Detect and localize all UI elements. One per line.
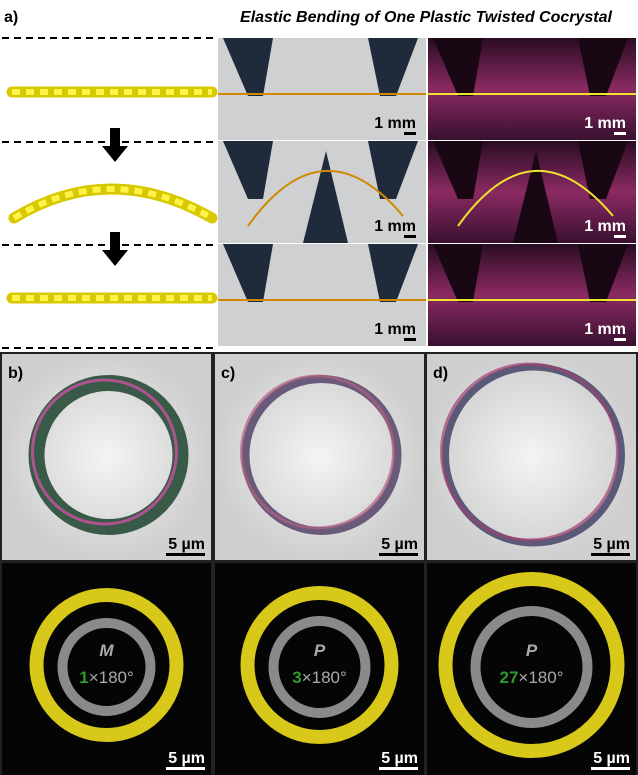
scale-bar-label: 5 µm — [593, 536, 630, 553]
scale-bar-label: 1 mm — [584, 218, 626, 235]
scale-bar-label: 5 µm — [381, 536, 418, 553]
scale-bar — [591, 767, 630, 770]
micrograph — [427, 354, 636, 560]
scale-bar-label: 5 µm — [593, 750, 630, 767]
twist-unit: ×180° — [302, 668, 347, 687]
scale-bar-label: 5 µm — [168, 536, 205, 553]
scale-bar — [166, 767, 205, 770]
twist-unit: ×180° — [89, 668, 134, 687]
panel-title: Elastic Bending of One Plastic Twisted C… — [240, 9, 613, 26]
scale-bar — [404, 338, 416, 341]
twist-count: 3×180° — [292, 668, 347, 687]
handedness: P — [314, 641, 326, 660]
scale-bar-label: 1 mm — [374, 321, 416, 338]
scale-bar — [404, 132, 416, 135]
figure: a) Elastic Bending of One Plastic Twiste… — [0, 0, 638, 775]
panel-label: a) — [4, 9, 18, 26]
scale-bar — [379, 553, 418, 556]
panel-label: b) — [8, 365, 23, 382]
scale-bar — [404, 235, 416, 238]
twist-number: 3 — [292, 668, 301, 687]
scale-bar — [166, 553, 205, 556]
scale-bar-label: 1 mm — [584, 115, 626, 132]
scale-bar — [379, 767, 418, 770]
scale-bar-label: 5 µm — [381, 750, 418, 767]
scale-bar — [614, 132, 626, 135]
scale-bar-label: 5 µm — [168, 750, 205, 767]
twist-number: 27 — [499, 668, 518, 687]
scale-bar — [591, 553, 630, 556]
scale-bar-label: 1 mm — [584, 321, 626, 338]
twist-count: 1×180° — [79, 668, 134, 687]
handedness: P — [526, 641, 538, 660]
scale-bar — [614, 235, 626, 238]
twist-count: 27×180° — [499, 668, 563, 687]
scale-bar-label: 1 mm — [374, 115, 416, 132]
scale-bar — [614, 338, 626, 341]
panel-label: d) — [433, 365, 448, 382]
panel-label: c) — [221, 365, 235, 382]
scale-bar-label: 1 mm — [374, 218, 416, 235]
handedness: M — [99, 641, 114, 660]
twist-unit: ×180° — [518, 668, 563, 687]
twist-number: 1 — [79, 668, 88, 687]
